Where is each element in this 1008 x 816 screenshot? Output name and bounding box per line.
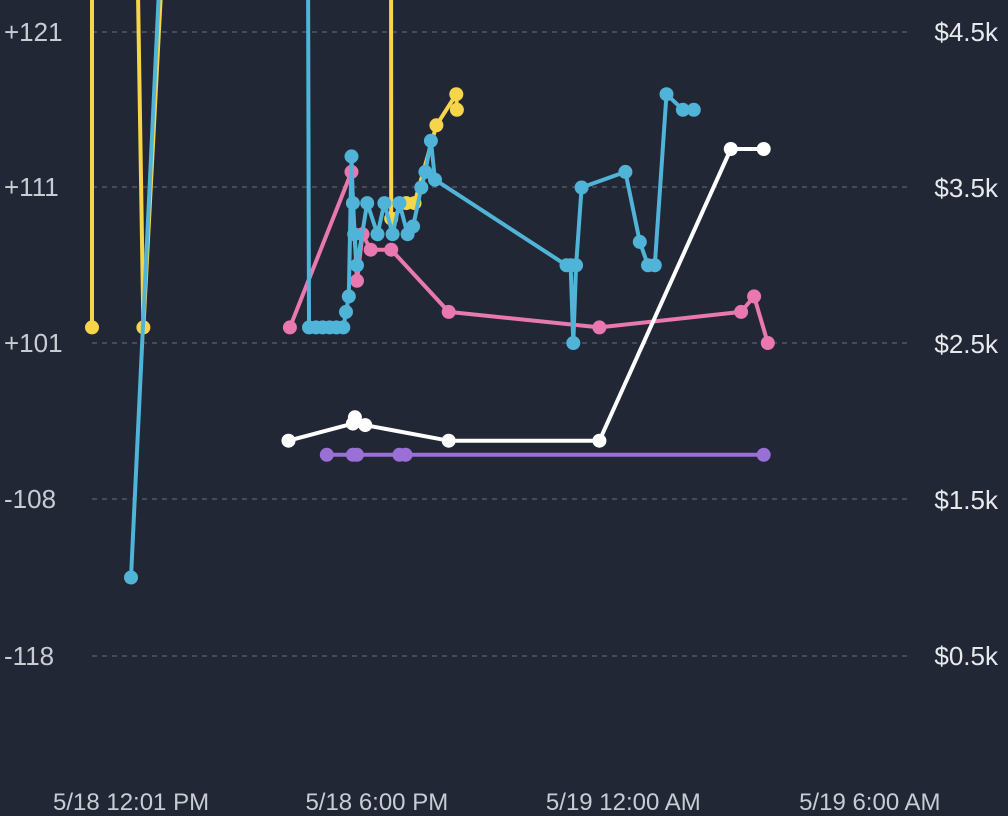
data-point — [281, 433, 296, 448]
right-tick-label: $4.5k — [934, 17, 999, 47]
data-point — [341, 289, 356, 304]
data-point — [339, 304, 353, 319]
right-tick-label: $1.5k — [934, 485, 999, 515]
data-point — [429, 118, 444, 133]
data-point — [659, 87, 674, 102]
data-point — [618, 164, 633, 179]
data-point — [347, 410, 362, 425]
right-tick-label: $0.5k — [934, 641, 999, 671]
data-point — [398, 447, 413, 462]
data-point — [124, 570, 138, 585]
series-0 — [85, 0, 464, 335]
data-point — [449, 102, 464, 117]
left-tick-label: +111 — [4, 172, 59, 202]
data-point — [747, 289, 762, 304]
data-point — [756, 142, 771, 156]
data-point — [647, 258, 662, 273]
x-tick-label: 5/19 12:00 AM — [546, 789, 701, 816]
left-tick-label: +121 — [4, 17, 63, 47]
series-4 — [124, 0, 701, 585]
data-point — [428, 172, 442, 187]
data-point — [592, 433, 607, 448]
data-point — [592, 320, 607, 335]
data-point — [441, 304, 456, 319]
data-point — [418, 164, 433, 179]
data-point — [360, 196, 375, 211]
data-point — [566, 336, 581, 350]
x-tick-label: 5/18 6:00 PM — [305, 789, 448, 816]
data-point — [350, 258, 364, 273]
data-point — [441, 433, 456, 448]
data-point — [392, 196, 407, 211]
left-tick-label: +101 — [4, 328, 63, 358]
series-layer — [85, 0, 775, 585]
data-point — [406, 219, 421, 234]
data-point — [347, 227, 362, 242]
right-tick-label: $2.5k — [934, 329, 999, 359]
data-point — [449, 87, 464, 102]
series-2 — [281, 142, 771, 448]
data-point — [423, 133, 438, 148]
right-axis-ticks: $4.5k $3.5k $2.5k $1.5k $0.5k — [934, 17, 999, 671]
data-point — [358, 418, 373, 433]
data-point — [85, 320, 99, 335]
data-point — [336, 320, 351, 335]
left-tick-label: -108 — [4, 484, 56, 514]
data-point — [363, 242, 378, 257]
data-point — [345, 196, 360, 211]
data-point — [574, 180, 589, 195]
data-point — [756, 447, 771, 462]
data-point — [344, 149, 359, 164]
data-point — [377, 196, 392, 211]
series-3 — [319, 447, 771, 462]
data-point — [675, 102, 690, 117]
x-tick-label: 5/19 6:00 AM — [799, 789, 940, 816]
x-axis-ticks: 5/18 12:01 PM 5/18 6:00 PM 5/19 12:00 AM 5/… — [53, 789, 941, 816]
data-point — [760, 336, 775, 350]
left-axis-ticks: +121 +111 +101 -108 -118 — [4, 17, 63, 671]
data-point — [632, 234, 647, 249]
series-line — [286, 147, 766, 443]
data-point — [686, 102, 701, 117]
series-line — [287, 169, 770, 345]
data-point — [385, 227, 400, 242]
right-tick-label: $3.5k — [934, 173, 999, 203]
data-point — [723, 142, 738, 156]
data-point — [370, 227, 385, 242]
left-tick-label: -118 — [4, 641, 54, 671]
data-point — [350, 273, 364, 288]
series-line — [129, 0, 696, 580]
data-point — [319, 447, 334, 462]
data-point — [282, 320, 297, 335]
data-point — [734, 304, 749, 319]
data-point — [350, 447, 364, 462]
grid-lines — [92, 31, 912, 657]
data-point — [414, 180, 429, 195]
data-point — [569, 258, 584, 273]
data-point — [384, 242, 399, 257]
x-tick-label: 5/18 12:01 PM — [53, 789, 209, 816]
